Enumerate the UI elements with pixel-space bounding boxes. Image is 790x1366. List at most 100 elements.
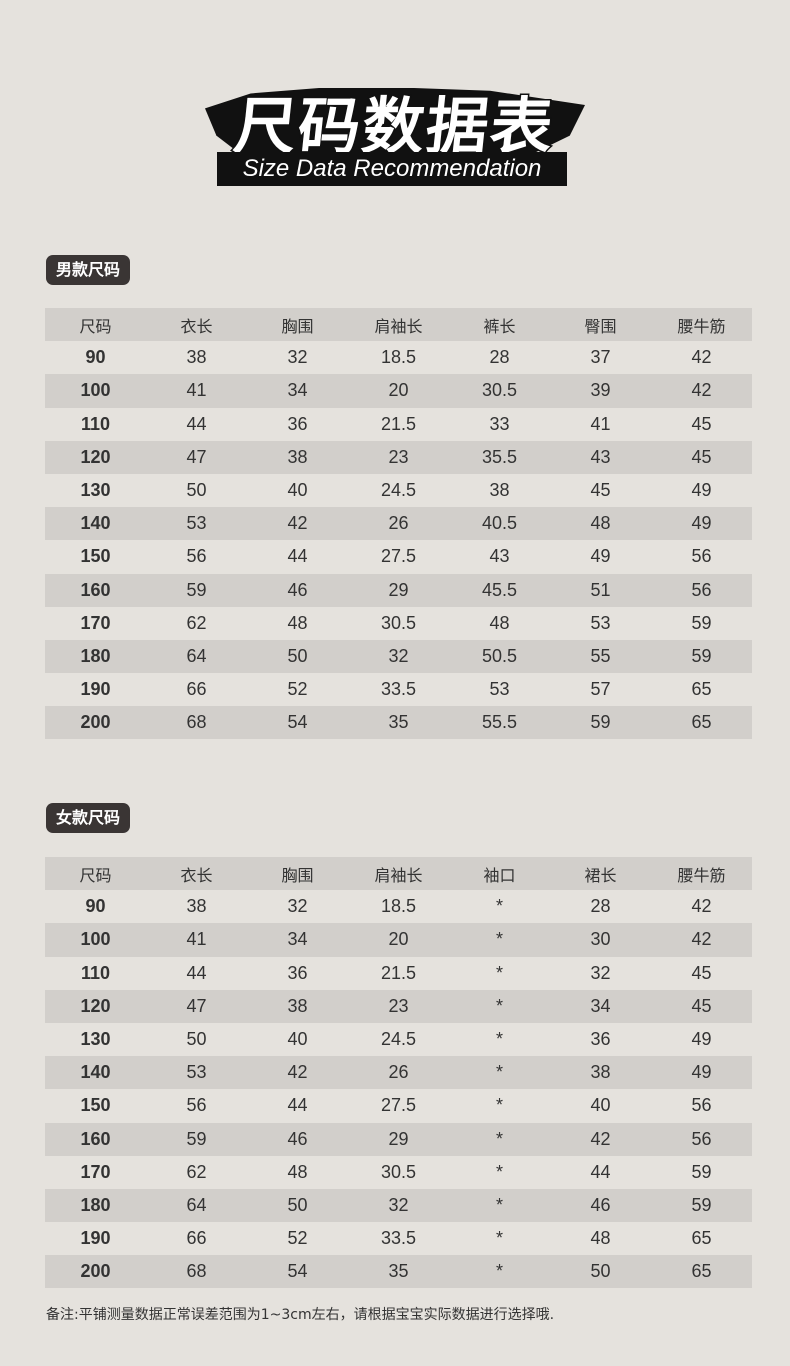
table-row: 180 64 50 32 * 46 59 — [45, 1188, 752, 1223]
table-cell: 35 — [348, 706, 449, 740]
table-cell: 56 — [691, 1095, 712, 1116]
table-cell: 49 — [691, 480, 712, 501]
size-cell: 180 — [45, 1188, 146, 1223]
table-cell: 35.5 — [449, 440, 550, 474]
table-cell: 56 — [651, 1122, 752, 1156]
table-cell: 59 — [146, 1122, 247, 1156]
column-header: 衣长 — [146, 857, 247, 891]
table-cell: 59 — [691, 612, 712, 633]
table-cell: 30.5 — [380, 612, 417, 633]
table-cell: 56 — [651, 573, 752, 607]
table-row: 150 56 44 27.5 43 49 56 — [45, 540, 752, 573]
table-header-row: 尺码 衣长 胸围 肩袖长 袖口 裙长 腰牛筋 — [45, 857, 752, 891]
table-cell: 59 — [651, 1188, 752, 1223]
table-row: 90 38 32 18.5 28 37 42 — [45, 341, 752, 374]
table-row: 180 64 50 32 50.5 55 59 — [45, 639, 752, 674]
table-cell: 48 — [550, 507, 651, 541]
table-cell: 47 — [146, 440, 247, 474]
table-cell: 40 — [287, 480, 308, 501]
table-cell: 46 — [247, 573, 348, 607]
table-cell: 29 — [348, 573, 449, 607]
table-cell: 23 — [348, 440, 449, 474]
table-cell: 50 — [550, 1255, 651, 1289]
table-cell: 37 — [590, 347, 611, 368]
size-cell: 180 — [45, 639, 146, 674]
table-cell: 26 — [348, 507, 449, 541]
table-cell: 38 — [247, 440, 348, 474]
table-cell: 65 — [691, 679, 712, 700]
table-row: 90 38 32 18.5 * 28 42 — [45, 890, 752, 923]
table-row: 140 53 42 26 * 38 49 — [45, 1056, 752, 1090]
table-cell: 26 — [348, 1056, 449, 1090]
table-row: 130 50 40 24.5 38 45 49 — [45, 474, 752, 507]
table-cell: 18.5 — [380, 896, 417, 917]
table-cell: 46 — [550, 1188, 651, 1223]
size-cell: 170 — [80, 1161, 111, 1182]
table-cell: 50 — [186, 480, 207, 501]
table-cell: 45 — [691, 413, 712, 434]
table-cell: 41 — [146, 923, 247, 957]
table-cell: 66 — [186, 679, 207, 700]
table-cell: 59 — [146, 573, 247, 607]
size-cell: 130 — [80, 1029, 111, 1050]
size-cell: 190 — [80, 1228, 111, 1249]
table-cell: 34 — [247, 923, 348, 957]
table-cell: 56 — [186, 546, 207, 567]
size-cell: 100 — [45, 374, 146, 408]
table-cell: 29 — [348, 1122, 449, 1156]
table-row: 170 62 48 30.5 48 53 59 — [45, 607, 752, 640]
column-header: 臀围 — [550, 308, 651, 342]
table-cell: 33 — [489, 413, 510, 434]
size-cell: 90 — [85, 347, 106, 368]
table-cell: 30 — [550, 923, 651, 957]
table-cell: 48 — [287, 612, 308, 633]
table-cell: 51 — [550, 573, 651, 607]
table-cell: 43 — [489, 546, 510, 567]
table-cell: 42 — [247, 1056, 348, 1090]
size-cell: 100 — [45, 923, 146, 957]
table-cell: * — [495, 962, 503, 983]
table-cell: 36 — [287, 413, 308, 434]
size-cell: 130 — [80, 480, 111, 501]
table-cell: 64 — [146, 639, 247, 674]
table-cell: 64 — [146, 1188, 247, 1223]
table-cell: 21.5 — [380, 962, 417, 983]
table-cell: 44 — [287, 546, 308, 567]
table-cell: 30.5 — [449, 374, 550, 408]
table-cell: 32 — [348, 1188, 449, 1223]
table-row: 120 47 38 23 * 34 45 — [45, 989, 752, 1023]
table-cell: * — [495, 1228, 503, 1249]
table-cell: * — [449, 1188, 550, 1223]
column-header: 裤长 — [449, 308, 550, 342]
table-cell: 59 — [691, 1161, 712, 1182]
size-cell: 90 — [85, 896, 106, 917]
table-cell: 53 — [489, 679, 510, 700]
table-cell: 42 — [550, 1122, 651, 1156]
table-cell: 65 — [651, 1255, 752, 1289]
table-cell: 66 — [186, 1228, 207, 1249]
table-row: 190 66 52 33.5 * 48 65 — [45, 1222, 752, 1255]
table-cell: 62 — [186, 1161, 207, 1182]
table-cell: 35 — [348, 1255, 449, 1289]
size-cell: 110 — [80, 962, 111, 983]
column-header: 尺码 — [45, 308, 146, 342]
table-cell: 56 — [186, 1095, 207, 1116]
table-cell: 40 — [287, 1029, 308, 1050]
table-cell: 48 — [590, 1228, 611, 1249]
table-cell: 24.5 — [380, 480, 417, 501]
table-cell: 38 — [186, 347, 207, 368]
table-cell: 53 — [146, 1056, 247, 1090]
table-cell: 33.5 — [380, 1228, 417, 1249]
table-cell: 23 — [348, 989, 449, 1023]
table-cell: 42 — [247, 507, 348, 541]
table-cell: 43 — [550, 440, 651, 474]
table-cell: 53 — [590, 612, 611, 633]
table-cell: 34 — [247, 374, 348, 408]
title-background — [205, 88, 585, 156]
table-cell: 50.5 — [449, 639, 550, 674]
size-cell: 110 — [80, 413, 111, 434]
table-cell: 52 — [287, 1228, 308, 1249]
table-cell: 27.5 — [380, 1095, 417, 1116]
table-cell: 42 — [691, 896, 712, 917]
table-cell: 44 — [186, 413, 207, 434]
